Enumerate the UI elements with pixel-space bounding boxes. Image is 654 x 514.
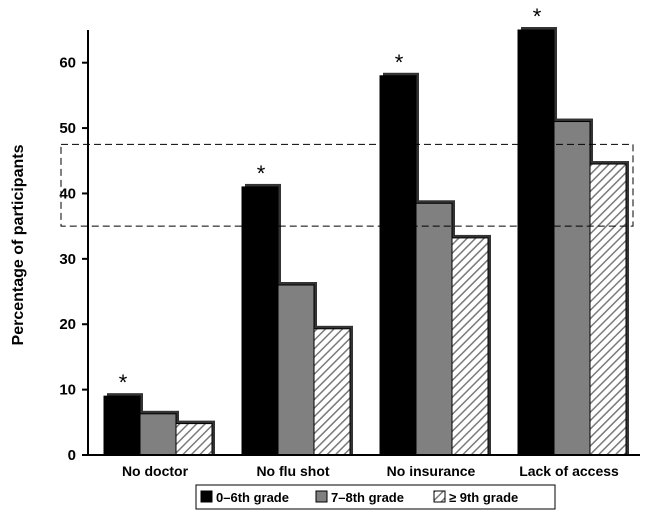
category-label: No insurance <box>387 463 476 479</box>
bar-0-6th-grade <box>103 395 141 456</box>
legend-swatch <box>315 490 328 503</box>
bar--9th-grade <box>451 237 489 456</box>
highlight-box <box>60 143 634 227</box>
bar--9th-grade <box>313 328 351 456</box>
significance-star: * <box>533 4 542 29</box>
y-tick-label: 60 <box>59 55 76 72</box>
legend-swatch <box>200 490 213 503</box>
bar-0-6th-grade <box>379 75 417 456</box>
bar-7-8th-grade <box>553 121 591 456</box>
bar-0-6th-grade <box>517 29 555 456</box>
y-tick-label: 30 <box>59 251 76 268</box>
legend-label: ≥ 9th grade <box>449 490 518 505</box>
y-tick-label: 0 <box>68 447 76 464</box>
significance-star: * <box>395 50 404 75</box>
bar-7-8th-grade <box>139 413 177 456</box>
legend-box <box>195 484 556 510</box>
significance-star: * <box>257 161 266 186</box>
category-label: Lack of access <box>519 463 619 479</box>
bar-7-8th-grade <box>277 284 315 456</box>
y-tick-label: 50 <box>59 120 76 137</box>
y-tick-label: 20 <box>59 316 76 333</box>
bar--9th-grade <box>589 163 627 456</box>
y-tick-label: 10 <box>59 382 76 399</box>
legend-label: 7–8th grade <box>331 490 404 505</box>
category-label: No flu shot <box>256 463 329 479</box>
legend-swatch <box>433 490 446 503</box>
significance-star: * <box>119 370 128 395</box>
y-tick-label: 40 <box>59 185 76 202</box>
category-label: No doctor <box>122 463 189 479</box>
legend-label: 0–6th grade <box>216 490 289 505</box>
bar--9th-grade <box>175 423 213 456</box>
y-axis-title: Percentage of participants <box>10 144 27 345</box>
bar-7-8th-grade <box>415 202 453 456</box>
bar-0-6th-grade <box>241 186 279 456</box>
